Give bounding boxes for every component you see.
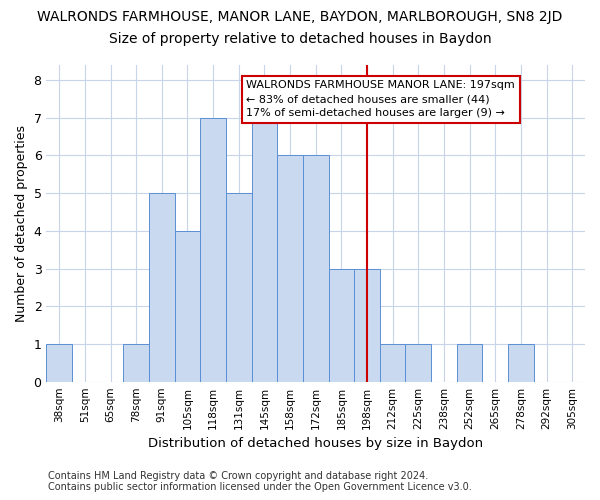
Bar xyxy=(508,344,534,382)
Bar xyxy=(251,118,277,382)
Bar xyxy=(124,344,149,382)
Bar xyxy=(380,344,406,382)
Y-axis label: Number of detached properties: Number of detached properties xyxy=(15,125,28,322)
Text: Size of property relative to detached houses in Baydon: Size of property relative to detached ho… xyxy=(109,32,491,46)
Bar xyxy=(406,344,431,382)
Bar xyxy=(303,156,329,382)
Text: WALRONDS FARMHOUSE MANOR LANE: 197sqm
← 83% of detached houses are smaller (44)
: WALRONDS FARMHOUSE MANOR LANE: 197sqm ← … xyxy=(247,80,515,118)
Bar xyxy=(149,193,175,382)
Text: WALRONDS FARMHOUSE, MANOR LANE, BAYDON, MARLBOROUGH, SN8 2JD: WALRONDS FARMHOUSE, MANOR LANE, BAYDON, … xyxy=(37,10,563,24)
Bar xyxy=(277,156,303,382)
Bar xyxy=(175,231,200,382)
Bar xyxy=(226,193,251,382)
Bar xyxy=(354,268,380,382)
Bar xyxy=(46,344,72,382)
Text: Contains HM Land Registry data © Crown copyright and database right 2024.
Contai: Contains HM Land Registry data © Crown c… xyxy=(48,471,472,492)
Bar xyxy=(457,344,482,382)
X-axis label: Distribution of detached houses by size in Baydon: Distribution of detached houses by size … xyxy=(148,437,483,450)
Bar xyxy=(200,118,226,382)
Bar xyxy=(329,268,354,382)
